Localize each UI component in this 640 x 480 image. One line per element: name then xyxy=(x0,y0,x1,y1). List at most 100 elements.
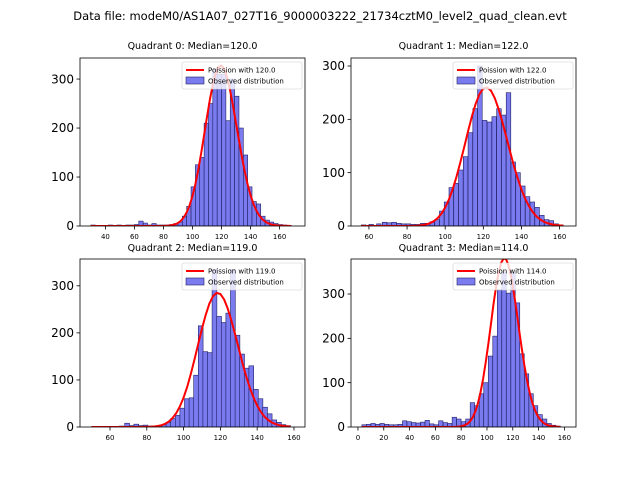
x-tick-label: 100 xyxy=(186,233,199,241)
x-tick-label: 60 xyxy=(364,233,373,241)
x-tick-label: 140 xyxy=(515,233,528,241)
subplot-quadrant-1: Quadrant 1: Median=122.0 0 100 200 300 60 80 1… xyxy=(322,41,577,241)
legend-bar-swatch xyxy=(185,277,205,286)
subplot-quadrant-3: Quadrant 3: Median=114.0 0 100 200 300 0 20 40… xyxy=(322,243,577,442)
histogram-bar xyxy=(496,108,502,226)
histogram-bar xyxy=(230,269,236,427)
subplot-quadrant-0: Quadrant 0: Median=120.0 0 100 200 300 40 60 8… xyxy=(51,41,306,241)
histogram-bar xyxy=(487,355,493,427)
histogram-bar xyxy=(203,122,209,226)
histogram-bar xyxy=(208,103,214,226)
legend-label-poisson: Poission with 119.0 xyxy=(208,268,276,276)
histogram-bar xyxy=(453,183,459,226)
y-tick-label: 300 xyxy=(322,59,345,73)
poisson-curve xyxy=(361,259,561,427)
x-tick-label: 80 xyxy=(457,434,466,442)
y-tick-label: 200 xyxy=(51,326,74,340)
histogram-bar xyxy=(491,116,497,226)
y-tick-label: 300 xyxy=(51,279,74,293)
histogram-bar xyxy=(497,289,502,427)
y-tick-label: 0 xyxy=(66,219,74,233)
x-tick-label: 160 xyxy=(273,233,286,241)
x-tick-label: 60 xyxy=(106,434,115,442)
legend-box xyxy=(181,262,303,291)
x-tick-label: 0 xyxy=(356,434,360,442)
x-tick-label: 60 xyxy=(431,434,440,442)
legend-bar-swatch xyxy=(185,76,205,85)
histogram-bar xyxy=(225,312,231,427)
plot-area xyxy=(360,65,564,226)
histogram-bar xyxy=(184,398,190,427)
x-tick-label: 140 xyxy=(250,434,263,442)
plot-area xyxy=(361,259,561,427)
x-tick-label: 40 xyxy=(405,434,414,442)
histogram-bar xyxy=(451,416,457,427)
histogram-bar xyxy=(486,121,493,226)
x-tick-label: 100 xyxy=(480,434,493,442)
legend-label-observed: Observed distribution xyxy=(479,78,555,86)
histogram-bar xyxy=(506,292,512,427)
figure-suptitle: Data file: modeM0/AS1A07_027T16_90000032… xyxy=(73,9,567,23)
poisson-curve xyxy=(90,64,292,226)
x-tick-label: 120 xyxy=(215,233,228,241)
y-tick-label: 200 xyxy=(322,113,345,127)
y-tick-label: 300 xyxy=(51,72,74,86)
y-tick-label: 100 xyxy=(322,166,345,180)
legend-label-poisson: Poission with 122.0 xyxy=(479,67,547,75)
x-tick-label: 120 xyxy=(214,434,227,442)
x-tick-label: 140 xyxy=(244,233,257,241)
histogram-bar xyxy=(202,351,208,427)
poisson-curve xyxy=(91,291,291,427)
axes-frame xyxy=(350,57,577,227)
x-tick-label: 40 xyxy=(101,233,110,241)
histogram-bar xyxy=(458,169,464,226)
histogram-bar xyxy=(199,157,205,226)
histogram-bar xyxy=(207,352,213,427)
x-tick-label: 80 xyxy=(142,434,151,442)
histogram-bar xyxy=(220,322,227,427)
histogram-bar xyxy=(193,374,199,427)
x-tick-label: 80 xyxy=(159,233,168,241)
x-tick-label: 140 xyxy=(532,434,545,442)
legend-box xyxy=(452,262,574,291)
x-tick-label: 120 xyxy=(477,233,490,241)
histogram-bar xyxy=(501,271,507,427)
y-tick-label: 100 xyxy=(322,376,345,390)
x-tick-label: 60 xyxy=(130,233,139,241)
legend-bar-swatch xyxy=(456,76,476,85)
legend: Poission with 119.0 Observed distribution xyxy=(181,262,303,291)
poisson-curve xyxy=(361,86,564,226)
histogram-bar xyxy=(216,73,222,226)
histogram-bar xyxy=(376,223,382,226)
subplot-title: Quadrant 0: Median=120.0 xyxy=(128,41,258,52)
histogram-bar xyxy=(221,73,227,226)
legend-box xyxy=(452,61,574,90)
histogram-bar xyxy=(483,382,489,427)
histogram-bar xyxy=(225,120,231,226)
legend-bar-swatch xyxy=(456,277,476,286)
axes-frame xyxy=(79,258,306,428)
subplot-title: Quadrant 1: Median=122.0 xyxy=(399,41,529,52)
legend-label-poisson: Poission with 120.0 xyxy=(208,67,276,75)
histogram-bar xyxy=(492,335,498,427)
x-tick-label: 80 xyxy=(403,233,412,241)
y-tick-label: 200 xyxy=(322,332,345,346)
histogram-bar xyxy=(174,414,181,427)
x-tick-label: 160 xyxy=(558,434,571,442)
x-tick-label: 160 xyxy=(287,434,300,442)
histogram-bar xyxy=(472,108,478,226)
subplot-title: Quadrant 3: Median=114.0 xyxy=(399,243,529,254)
legend-box xyxy=(181,61,303,90)
legend-label-observed: Observed distribution xyxy=(208,279,284,287)
y-tick-label: 0 xyxy=(66,420,74,434)
legend-label-observed: Observed distribution xyxy=(208,78,284,86)
histogram-bar xyxy=(212,68,218,226)
x-tick-label: 160 xyxy=(553,233,566,241)
plot-area xyxy=(91,269,291,427)
histogram-bar xyxy=(463,156,469,226)
y-tick-label: 100 xyxy=(51,170,74,184)
legend: Poission with 120.0 Observed distribution xyxy=(181,61,303,90)
legend: Poission with 122.0 Observed distribution xyxy=(452,61,574,90)
legend-label-poisson: Poission with 114.0 xyxy=(479,268,547,276)
